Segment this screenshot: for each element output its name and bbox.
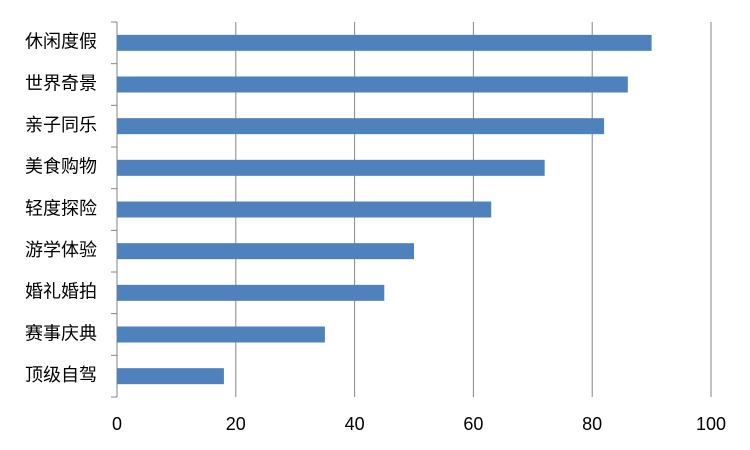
bar (117, 326, 325, 343)
bar (117, 284, 385, 301)
y-tick-label: 顶级自驾 (25, 365, 97, 385)
bar (117, 201, 492, 218)
y-tick-label: 赛事庆典 (25, 323, 97, 343)
y-tick-label: 休闲度假 (25, 32, 97, 52)
x-tick-label: 80 (582, 414, 602, 434)
x-tick-label: 60 (463, 414, 483, 434)
bar (117, 34, 652, 51)
y-tick-label: 游学体验 (25, 240, 97, 260)
x-tick-label: 100 (696, 414, 726, 434)
bar (117, 159, 545, 176)
y-tick-label: 美食购物 (25, 157, 97, 177)
y-tick-label: 轻度探险 (25, 198, 97, 218)
x-tick-label: 40 (345, 414, 365, 434)
x-tick-label: 20 (226, 414, 246, 434)
bar (117, 368, 224, 385)
bar (117, 243, 414, 260)
x-tick-label: 0 (112, 414, 122, 434)
bar (117, 118, 605, 135)
y-tick-label: 世界奇景 (25, 73, 97, 93)
y-tick-label: 亲子同乐 (25, 115, 97, 135)
y-tick-label: 婚礼婚拍 (25, 282, 97, 302)
bar (117, 76, 628, 93)
